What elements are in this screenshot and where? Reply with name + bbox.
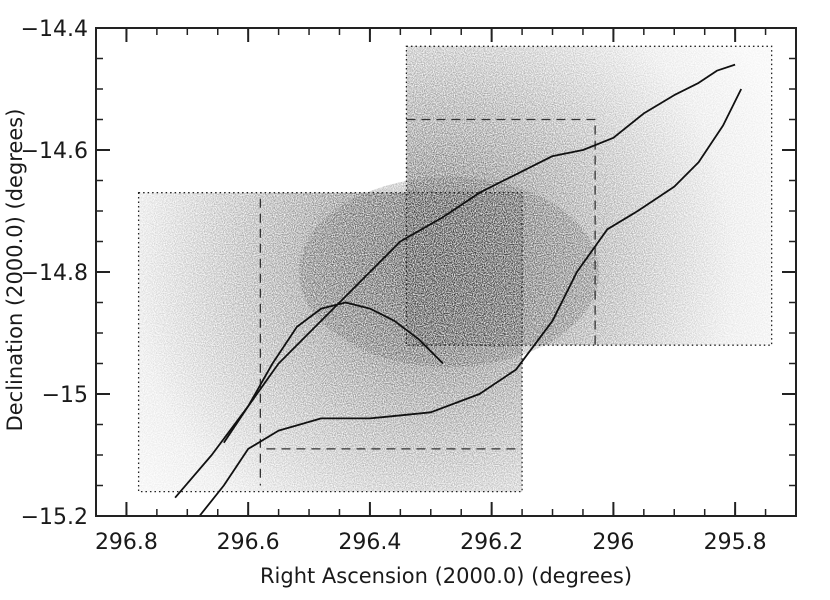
dashed-subfield-lines (259, 118, 602, 486)
y-tick-label: −14.4 (21, 17, 88, 42)
contour-1 (174, 63, 736, 499)
x-tick-label: 295.8 (704, 530, 767, 555)
x-tick-label: 296.8 (95, 530, 158, 555)
y-tick-label: −14.8 (21, 261, 88, 286)
contour-lines (174, 63, 743, 516)
y-axis-ticks: −14.4 −14.6 −14.8 −15 −15.2 (21, 17, 796, 530)
y-tick-label: −15.2 (21, 505, 88, 530)
density-grain-group (138, 46, 772, 492)
survey-field-outlines (137, 45, 773, 493)
y-axis-title: Declination (2000.0) (degrees) (3, 109, 27, 432)
star-density-field (138, 46, 772, 492)
y-tick-label: −15 (42, 383, 88, 408)
field-outline-1 (137, 192, 523, 493)
y-tick-label: −14.6 (21, 139, 88, 164)
field-outline-2 (405, 45, 773, 346)
contour-2 (198, 88, 743, 516)
x-tick-label: 296.4 (338, 530, 401, 555)
contour-3 (223, 301, 444, 444)
x-tick-label: 296.6 (217, 530, 280, 555)
x-axis-title: Right Ascension (2000.0) (degrees) (260, 564, 632, 588)
x-tick-label: 296.2 (460, 530, 523, 555)
x-axis-ticks: 296.8 296.6 296.4 296.2 296 295.8 (95, 28, 797, 555)
x-tick-label: 296 (592, 530, 634, 555)
density-core (299, 177, 600, 367)
